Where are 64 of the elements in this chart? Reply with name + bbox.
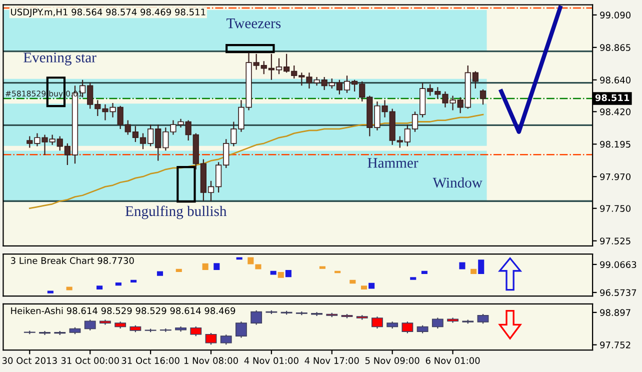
annotation: Window <box>432 177 482 188</box>
bar <box>130 280 137 283</box>
bar <box>350 280 356 284</box>
bar <box>214 263 220 270</box>
chart-title: 3 Line Break Chart 98.7730 <box>10 257 134 264</box>
chart-title: USDJPY.m,H1 98.564 98.574 98.469 98.511 <box>11 8 206 18</box>
bar <box>478 260 484 274</box>
bar <box>236 257 242 260</box>
candlestick <box>402 321 414 334</box>
y-tick-label: 99.090 <box>600 12 630 18</box>
candlestick <box>220 334 232 346</box>
y-tick-label: 98.195 <box>600 140 630 148</box>
candlestick <box>372 316 383 330</box>
x-tick-label: 1 Nov 08:00 <box>184 357 238 364</box>
bar <box>176 268 182 272</box>
x-tick-label: 6 Nov 01:00 <box>426 357 480 364</box>
x-tick-label: 5 Nov 09:00 <box>365 357 420 364</box>
bar <box>156 271 164 276</box>
annotation: Tweezers <box>226 18 281 28</box>
bar <box>421 270 428 274</box>
bar <box>115 282 122 286</box>
candlestick <box>250 310 262 326</box>
candlestick <box>480 88 486 106</box>
y-tick-label: 98.420 <box>600 108 630 116</box>
bar <box>248 257 254 264</box>
bar <box>202 263 208 270</box>
bar <box>66 286 72 290</box>
candlestick <box>432 317 444 330</box>
x-tick-label: 31 Oct 16:00 <box>122 357 180 364</box>
bar <box>319 266 326 269</box>
candlestick <box>236 321 247 338</box>
y-tick-label: 96.5737 <box>600 289 636 296</box>
y-tick-label: 97.970 <box>600 173 630 180</box>
y-tick-label: 98.897 <box>600 309 630 316</box>
y-tick-label: 97.752 <box>600 342 630 348</box>
y-tick-label: 99.0663 <box>600 261 636 268</box>
bar <box>285 270 292 278</box>
bar <box>360 286 368 290</box>
annotation: Engulfing bullish <box>125 206 227 220</box>
bar <box>459 262 466 270</box>
bar <box>270 270 276 275</box>
candlestick <box>190 326 202 337</box>
annotation: Evening star <box>24 52 96 66</box>
bar <box>96 286 103 290</box>
candlestick <box>84 319 96 331</box>
annotation: Hammer <box>368 158 418 168</box>
y-tick-label: 98.865 <box>600 44 630 51</box>
candlestick <box>477 313 489 324</box>
candlestick <box>205 332 217 346</box>
x-tick-label: 31 Oct 00:00 <box>61 357 119 364</box>
bar <box>255 264 262 270</box>
ref-line-label: 98.511 <box>595 94 630 102</box>
x-tick-label: 4 Nov 17:00 <box>304 357 359 364</box>
y-tick-label: 97.750 <box>600 205 630 212</box>
chart-title: Heiken-Ashi 98.614 98.529 98.529 98.614 98.469 <box>11 307 236 314</box>
bar <box>368 282 375 289</box>
x-tick-label: 4 Nov 01:00 <box>244 357 298 364</box>
bar <box>410 277 416 280</box>
x-tick-label: 30 Oct 2013 <box>2 357 57 364</box>
bar <box>470 268 477 274</box>
bar <box>47 290 54 294</box>
bar <box>278 272 284 278</box>
y-tick-label: 98.640 <box>600 76 630 84</box>
y-tick-label: 97.525 <box>600 238 630 244</box>
